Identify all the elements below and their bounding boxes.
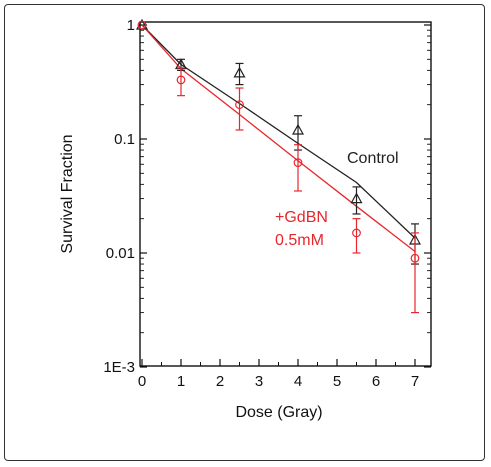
legend-gdbn-line1: +GdBN: [275, 209, 328, 226]
data-point-control: [291, 123, 305, 135]
y-tick-label: 0.1: [114, 131, 135, 148]
y-tick-label: 0.01: [106, 245, 135, 262]
x-tick-label: 6: [372, 373, 380, 390]
plot-area: [139, 21, 432, 367]
data-point-gdbn: [352, 228, 361, 238]
figure-frame: [4, 4, 485, 461]
y-tick-label: 1E-3: [103, 359, 135, 376]
x-tick-label: 4: [294, 373, 302, 390]
data-points: [135, 18, 422, 314]
data-point-gdbn: [137, 20, 147, 30]
x-tick-label: 5: [333, 373, 341, 390]
fit-curve-control: [141, 24, 416, 239]
x-tick-label: 2: [216, 373, 224, 390]
data-point-gdbn: [293, 158, 303, 168]
x-tick-label: 3: [255, 373, 263, 390]
y-tick-label: 1: [127, 17, 135, 34]
legend-control: Control: [347, 150, 399, 167]
fit-curves: [141, 24, 416, 253]
y-axis-label: Survival Fraction: [59, 134, 76, 253]
data-point-control: [350, 192, 363, 204]
data-point-gdbn: [176, 75, 186, 85]
x-axis-label: Dose (Gray): [235, 404, 322, 421]
axis-ticks: 0 1 2 3 4 5 6 7 1E-3 0.01 0.1 1: [103, 17, 431, 390]
x-tick-label: 7: [411, 373, 419, 390]
data-point-gdbn: [235, 100, 244, 110]
x-tick-label: 1: [177, 373, 185, 390]
x-tick-label: 0: [138, 373, 146, 390]
fit-curve-gdbn: [141, 24, 416, 253]
legend-gdbn-line2: 0.5mM: [275, 232, 324, 249]
data-point-gdbn: [410, 253, 420, 263]
data-point-control: [233, 66, 246, 78]
